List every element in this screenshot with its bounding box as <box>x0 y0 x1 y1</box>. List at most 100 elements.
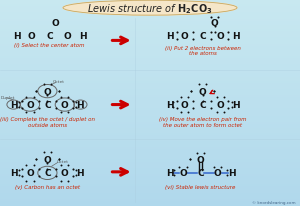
Bar <box>0 196 300 198</box>
Bar <box>0 87 300 89</box>
Bar <box>0 72 300 74</box>
Bar <box>0 52 300 54</box>
Text: $\it{Lewis\ structure\ of\ \mathbf{H_2CO_3}}$: $\it{Lewis\ structure\ of\ \mathbf{H_2CO… <box>87 2 213 15</box>
Bar <box>0 70 300 72</box>
Bar <box>0 23 300 25</box>
Text: H: H <box>13 32 20 41</box>
Text: (vi) Stable lewis structure: (vi) Stable lewis structure <box>165 184 236 189</box>
Bar <box>0 167 300 169</box>
Text: H: H <box>10 169 17 178</box>
Bar <box>0 76 300 78</box>
Bar <box>0 117 300 119</box>
Text: O: O <box>217 101 224 110</box>
Text: O: O <box>179 169 187 178</box>
Bar <box>0 58 300 60</box>
Bar <box>0 126 300 128</box>
Ellipse shape <box>63 1 237 16</box>
Bar <box>0 142 300 144</box>
Bar <box>0 62 300 64</box>
Text: O: O <box>26 169 34 178</box>
Text: O: O <box>28 32 35 41</box>
Bar <box>0 138 300 140</box>
Bar <box>0 93 300 95</box>
Bar <box>0 84 300 87</box>
Bar <box>0 47 300 49</box>
Bar <box>0 16 300 19</box>
Text: H: H <box>10 101 17 110</box>
Bar <box>0 202 300 204</box>
Text: (iii) Complete the octet / duplet on
outside atoms: (iii) Complete the octet / duplet on out… <box>0 116 94 127</box>
Bar <box>0 190 300 192</box>
Bar <box>0 68 300 70</box>
Bar <box>0 146 300 148</box>
Bar <box>0 91 300 93</box>
Bar <box>0 64 300 66</box>
Text: O: O <box>199 87 206 96</box>
Bar <box>0 12 300 14</box>
Bar <box>0 140 300 142</box>
Bar <box>0 4 300 6</box>
Bar <box>0 204 300 206</box>
Bar <box>0 130 300 132</box>
Text: C: C <box>199 32 206 41</box>
Bar <box>0 183 300 185</box>
Bar <box>0 80 300 82</box>
Text: O: O <box>52 19 59 28</box>
Bar <box>0 152 300 154</box>
Bar <box>0 33 300 35</box>
Bar <box>0 179 300 181</box>
Text: (i) Select the center atom: (i) Select the center atom <box>14 43 85 48</box>
Text: (ii) Put 2 electrons between
the atoms: (ii) Put 2 electrons between the atoms <box>165 45 240 56</box>
Bar <box>0 74 300 76</box>
Bar <box>0 169 300 171</box>
Bar <box>0 113 300 115</box>
Bar <box>0 60 300 62</box>
Text: Octet: Octet <box>56 159 68 163</box>
Text: H: H <box>232 32 239 41</box>
Bar <box>0 132 300 134</box>
Text: O: O <box>217 32 224 41</box>
Bar <box>0 200 300 202</box>
Bar <box>0 89 300 91</box>
Text: O: O <box>181 32 188 41</box>
Bar <box>0 177 300 179</box>
Text: C: C <box>44 101 51 110</box>
Text: H: H <box>166 32 173 41</box>
Bar <box>0 128 300 130</box>
Bar <box>0 29 300 31</box>
Bar <box>0 14 300 16</box>
Bar <box>0 41 300 43</box>
Bar <box>0 103 300 105</box>
Bar <box>0 31 300 33</box>
Text: (iv) Move the electron pair from
the outer atom to form octet: (iv) Move the electron pair from the out… <box>159 116 246 127</box>
Text: O: O <box>181 101 188 110</box>
Text: H: H <box>166 169 173 178</box>
Text: C: C <box>197 169 204 178</box>
Text: H: H <box>79 32 86 41</box>
Text: H: H <box>166 101 173 110</box>
Bar <box>0 78 300 80</box>
Text: O: O <box>44 87 51 96</box>
Text: H: H <box>228 169 236 178</box>
Text: C: C <box>46 32 53 41</box>
Bar <box>0 165 300 167</box>
Bar <box>0 134 300 136</box>
Bar <box>0 56 300 58</box>
Text: Octet: Octet <box>53 80 65 84</box>
Bar <box>0 105 300 107</box>
Bar <box>0 19 300 21</box>
Text: O: O <box>211 19 218 28</box>
Bar <box>0 27 300 29</box>
Text: C: C <box>44 169 51 178</box>
Bar <box>0 148 300 150</box>
Bar <box>0 157 300 159</box>
Bar <box>0 115 300 117</box>
Bar <box>0 192 300 194</box>
Bar <box>0 181 300 183</box>
Bar <box>0 49 300 52</box>
Text: O: O <box>61 169 69 178</box>
Bar <box>0 198 300 200</box>
Text: H: H <box>76 101 84 110</box>
Bar <box>0 6 300 8</box>
Text: O: O <box>196 155 204 164</box>
